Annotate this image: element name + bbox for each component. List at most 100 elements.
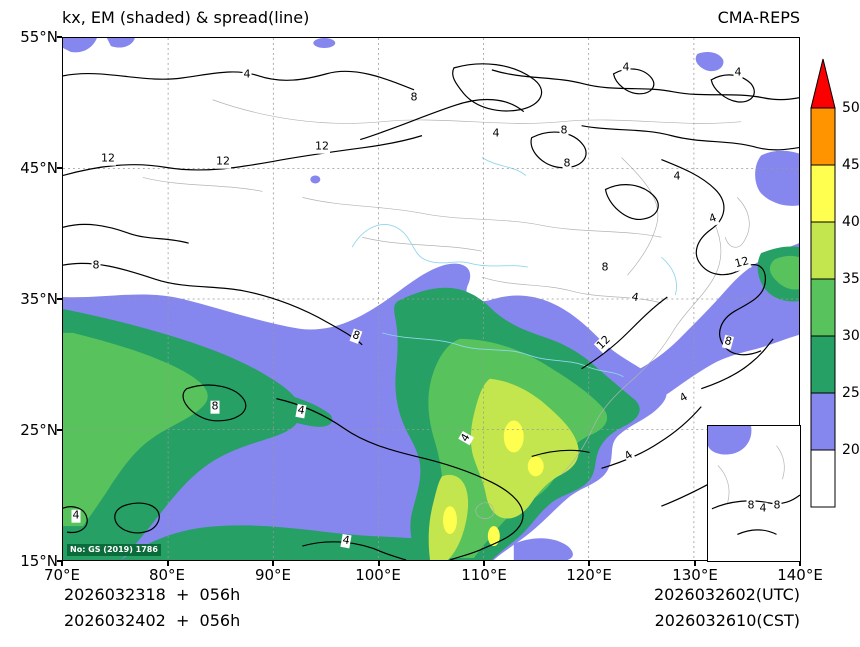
contour-label: 8 (772, 498, 782, 513)
contour-label: 4 (340, 533, 352, 549)
colorbar-segment (810, 449, 836, 508)
init-time-cst: 2026032402 + 056h (64, 611, 241, 630)
contour-label: 12 (593, 332, 615, 354)
contour-label: 8 (559, 123, 569, 138)
axis-tick (272, 561, 274, 566)
axis-tick (57, 167, 62, 169)
colorbar-segment (810, 164, 836, 223)
inset-svg (708, 426, 800, 535)
contour-label: 8 (722, 334, 734, 350)
shade-purple-northeast (618, 243, 799, 402)
map-license-badge: No: GS (2019) 1786 (67, 544, 161, 556)
colorbar-over-triangle (810, 58, 836, 109)
shade-purple-topright (695, 51, 724, 72)
colorbar-segment (810, 278, 836, 337)
contour-label: 4 (629, 290, 641, 306)
colorbar-segment (810, 335, 836, 394)
contour-label: 12 (314, 139, 330, 154)
contour-label: 8 (349, 327, 363, 344)
lon-tick-label: 130°E (672, 566, 718, 584)
valid-time-cst: 2026032610(CST) (654, 611, 800, 630)
contour-label: 4 (676, 389, 692, 406)
contour-label: 4 (706, 210, 720, 227)
shade-yellow-spot (503, 420, 524, 453)
lat-tick-label: 25°N (20, 421, 58, 439)
colorbar-label: 40 (842, 214, 860, 230)
colorbar-label: 25 (842, 385, 860, 401)
axis-tick (694, 561, 696, 566)
page-title: kx, EM (shaded) & spread(line) (62, 8, 310, 27)
contour-label: 8 (600, 260, 610, 275)
contour-label: 4 (621, 447, 637, 464)
contour-label: 8 (562, 156, 572, 171)
south-china-sea-inset (707, 425, 801, 562)
contour-label: 4 (758, 501, 768, 516)
colorbar-label: 50 (842, 100, 860, 116)
shaded-kx-field (63, 38, 799, 560)
contour-labels: 4 4 4 8 4 8 12 12 12 8 4 4 12 8 4 8 8 8 4 12 8 4 4 4 4 4 8 4 8 (63, 38, 799, 560)
lon-tick-label: 110°E (461, 566, 507, 584)
rivers (351, 157, 677, 378)
contour-label: 4 (733, 65, 743, 80)
axis-tick (57, 36, 62, 38)
lon-tick-label: 100°E (355, 566, 401, 584)
shade-purple-speck (313, 38, 336, 48)
contour-label: 8 (91, 258, 101, 273)
contour-label: 4 (621, 60, 631, 75)
contour-label: 4 (242, 67, 252, 82)
map-field-svg (63, 38, 799, 560)
inset-shade-purple (708, 426, 752, 455)
axis-tick (57, 298, 62, 300)
contour-label: 12 (732, 254, 752, 272)
valid-time-utc: 2026032602(UTC) (654, 585, 800, 604)
contour-label: 8 (409, 90, 419, 105)
contour-label: 12 (215, 154, 231, 169)
lon-tick-label: 70°E (43, 566, 81, 584)
shade-purple-topleft (63, 38, 97, 53)
shade-purple-topleft2 (106, 38, 135, 48)
contour-label: 12 (100, 151, 116, 166)
axis-tick (378, 561, 380, 566)
shade-green-right-edge (769, 255, 799, 290)
shade-purple-speck (310, 175, 321, 184)
axis-tick (799, 561, 801, 566)
contour-label: 4 (491, 126, 501, 141)
colorbar-label: 20 (842, 442, 860, 458)
colorbar-label: 45 (842, 157, 860, 173)
axis-tick (61, 561, 63, 566)
shade-purple-bottom-patch (513, 538, 573, 560)
lat-tick-label: 55°N (20, 28, 58, 46)
shade-darkgreen-bottom-strip (120, 525, 492, 560)
shade-yellow-spot (487, 526, 500, 547)
lat-tick-label: 15°N (20, 552, 58, 570)
colorbar-label: 35 (842, 271, 860, 287)
lon-tick-label: 140°E (777, 566, 823, 584)
axis-tick (483, 561, 485, 566)
colorbar-label: 30 (842, 328, 860, 344)
lon-tick-label: 120°E (566, 566, 612, 584)
shade-purple-right-strip (755, 150, 799, 206)
shade-yellow-spot (442, 506, 457, 535)
colorbar (810, 58, 836, 508)
contour-label: 4 (295, 403, 307, 419)
model-name: CMA-REPS (717, 8, 800, 27)
contour-label: 8 (210, 399, 220, 414)
init-time-utc: 2026032318 + 056h (64, 585, 241, 604)
contour-label: 8 (746, 498, 756, 513)
colorbar-segment (810, 107, 836, 166)
axis-tick (167, 561, 169, 566)
axis-tick (57, 429, 62, 431)
lon-tick-label: 80°E (148, 566, 186, 584)
colorbar-segment (810, 392, 836, 451)
axis-tick (57, 560, 62, 562)
lat-tick-label: 35°N (20, 290, 58, 308)
shade-yellowgreen-core (470, 378, 579, 519)
colorbar-segment (810, 221, 836, 280)
shade-green-india (63, 332, 208, 527)
axis-tick (588, 561, 590, 566)
contour-label: 4 (672, 169, 682, 184)
map-plot: 4 4 4 8 4 8 12 12 12 8 4 4 12 8 4 8 8 8 4 12 8 4 4 4 4 4 8 4 8 No: G… (62, 37, 801, 562)
contour-label: 4 (71, 508, 81, 523)
contour-label: 4 (457, 430, 474, 446)
